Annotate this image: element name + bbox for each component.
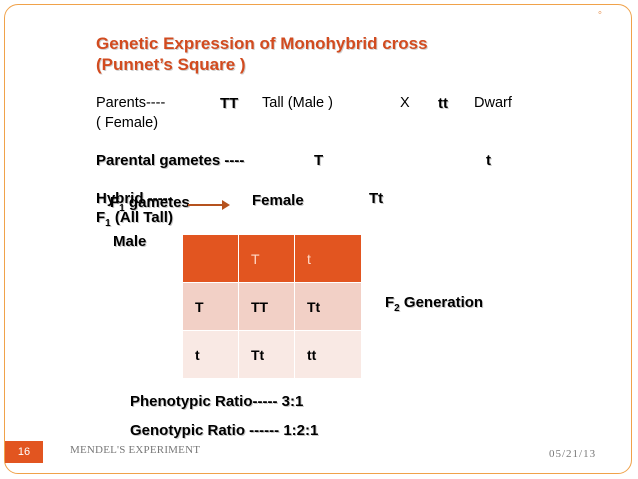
f1-gametes-label: F1 gametes bbox=[110, 194, 190, 214]
table-row: T t bbox=[182, 234, 362, 283]
phenotypic-ratio: Phenotypic Ratio----- 3:1 bbox=[130, 393, 304, 410]
f2-generation-label: F2 Generation bbox=[385, 294, 484, 314]
title-line-2: (Punnet’s Square ) bbox=[96, 55, 246, 74]
punnet-cell: Tt bbox=[238, 330, 295, 379]
punnet-corner-cell bbox=[182, 234, 239, 283]
parental-gamete-2: t bbox=[486, 152, 491, 169]
slide-frame bbox=[4, 4, 632, 474]
female-description: Dwarf bbox=[474, 95, 512, 111]
male-description: Tall (Male ) bbox=[262, 95, 333, 111]
male-genotype: TT bbox=[220, 95, 239, 112]
punnet-header-cell: T bbox=[238, 234, 295, 283]
hybrid-label: Hybrid ----- bbox=[96, 190, 173, 207]
table-row: T TT Tt bbox=[182, 282, 362, 331]
right-arrow-icon bbox=[188, 200, 230, 210]
punnet-row-header: t bbox=[182, 330, 239, 379]
genotypic-ratio: Genotypic Ratio ------ 1:2:1 bbox=[130, 422, 319, 439]
parental-gametes-label: Parental gametes ---- bbox=[96, 152, 245, 169]
table-row: t Tt tt bbox=[182, 330, 362, 379]
hybrid-genotype: Tt bbox=[369, 190, 384, 207]
cross-symbol: X bbox=[400, 95, 410, 111]
footer-date: 05/21/13 bbox=[549, 448, 597, 460]
page-number: 16 bbox=[5, 441, 43, 463]
punnet-cell: tt bbox=[294, 330, 362, 379]
female-note: ( Female) bbox=[96, 115, 159, 131]
punnet-cell: Tt bbox=[294, 282, 362, 331]
title-line-1: Genetic Expression of Monohybrid cross bbox=[96, 34, 428, 53]
female-label: Female bbox=[252, 192, 304, 209]
female-genotype: tt bbox=[438, 95, 448, 112]
parental-gamete-1: T bbox=[314, 152, 324, 169]
footer-title: MENDEL'S EXPERIMENT bbox=[70, 444, 201, 456]
punnet-square: T t T TT Tt t Tt tt bbox=[182, 234, 362, 379]
punnet-header-cell: t bbox=[294, 234, 362, 283]
punnet-cell: TT bbox=[238, 282, 295, 331]
male-label: Male bbox=[113, 233, 147, 250]
punnet-row-header: T bbox=[182, 282, 239, 331]
f1-all-tall: F1 (All Tall) bbox=[96, 209, 173, 229]
parents-label: Parents---- bbox=[96, 95, 166, 111]
slide-corner-icon: ◦ bbox=[598, 7, 602, 19]
